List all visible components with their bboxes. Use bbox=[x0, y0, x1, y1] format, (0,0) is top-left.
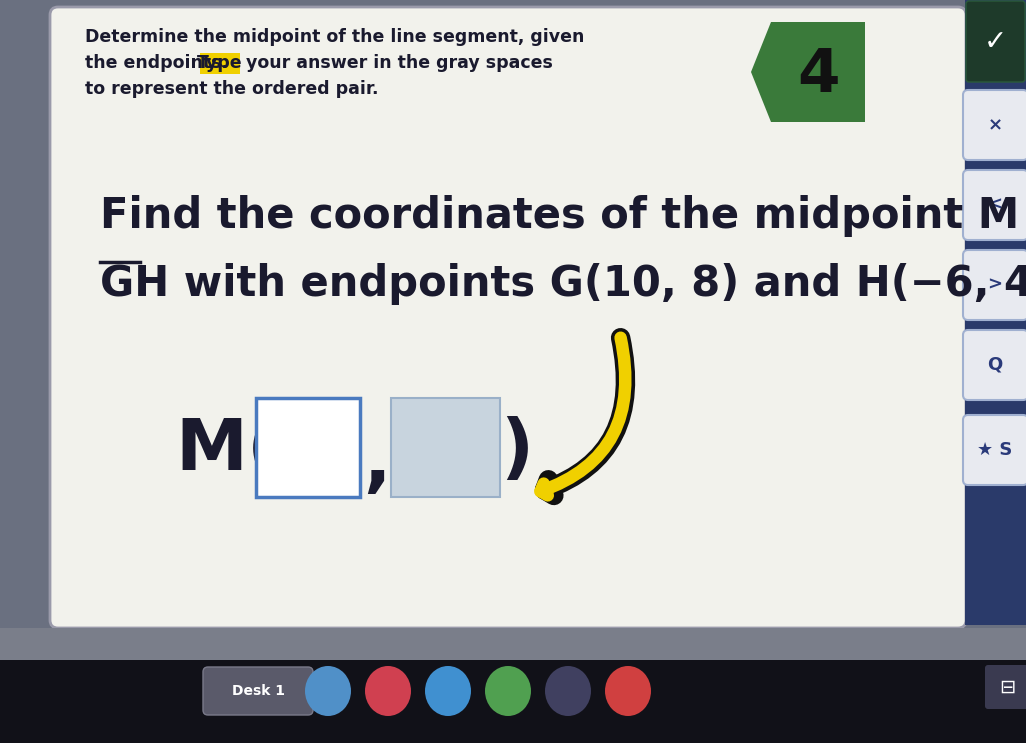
Ellipse shape bbox=[425, 666, 471, 716]
FancyBboxPatch shape bbox=[963, 170, 1026, 240]
Ellipse shape bbox=[605, 666, 652, 716]
FancyBboxPatch shape bbox=[391, 398, 500, 497]
Ellipse shape bbox=[485, 666, 531, 716]
FancyBboxPatch shape bbox=[200, 53, 240, 74]
FancyBboxPatch shape bbox=[963, 330, 1026, 400]
FancyBboxPatch shape bbox=[963, 250, 1026, 320]
Text: Determine the midpoint of the line segment, given: Determine the midpoint of the line segme… bbox=[85, 28, 585, 46]
Text: ): ) bbox=[500, 415, 534, 484]
Text: 4: 4 bbox=[797, 47, 839, 106]
Text: >: > bbox=[987, 276, 1002, 294]
Ellipse shape bbox=[365, 666, 411, 716]
Text: Type: Type bbox=[197, 54, 243, 72]
Bar bbox=[0, 628, 1026, 660]
Bar bbox=[965, 0, 1026, 625]
Text: your answer in the gray spaces: your answer in the gray spaces bbox=[240, 54, 553, 72]
Text: ✓: ✓ bbox=[983, 28, 1007, 56]
FancyBboxPatch shape bbox=[50, 7, 966, 628]
Text: Find the coordinates of the midpoint M of: Find the coordinates of the midpoint M o… bbox=[100, 195, 1026, 237]
Ellipse shape bbox=[545, 666, 591, 716]
FancyBboxPatch shape bbox=[966, 1, 1025, 82]
Text: GH with endpoints G(10, 8) and H(−6, 4).: GH with endpoints G(10, 8) and H(−6, 4). bbox=[100, 263, 1026, 305]
Text: the endpoints.: the endpoints. bbox=[85, 54, 234, 72]
FancyBboxPatch shape bbox=[203, 667, 313, 715]
Text: ×: × bbox=[987, 116, 1002, 134]
Text: Desk 1: Desk 1 bbox=[232, 684, 284, 698]
Text: ⊟: ⊟ bbox=[999, 678, 1015, 696]
Text: ★ S: ★ S bbox=[978, 441, 1013, 459]
Bar bbox=[0, 660, 1026, 743]
FancyBboxPatch shape bbox=[256, 398, 360, 497]
Text: Q: Q bbox=[987, 356, 1002, 374]
Text: ,: , bbox=[363, 430, 391, 499]
Text: M(: M( bbox=[175, 415, 280, 484]
Polygon shape bbox=[751, 22, 865, 122]
Ellipse shape bbox=[305, 666, 351, 716]
FancyBboxPatch shape bbox=[963, 415, 1026, 485]
FancyBboxPatch shape bbox=[963, 90, 1026, 160]
Text: <: < bbox=[987, 196, 1002, 214]
Text: to represent the ordered pair.: to represent the ordered pair. bbox=[85, 80, 379, 98]
FancyBboxPatch shape bbox=[985, 665, 1026, 709]
